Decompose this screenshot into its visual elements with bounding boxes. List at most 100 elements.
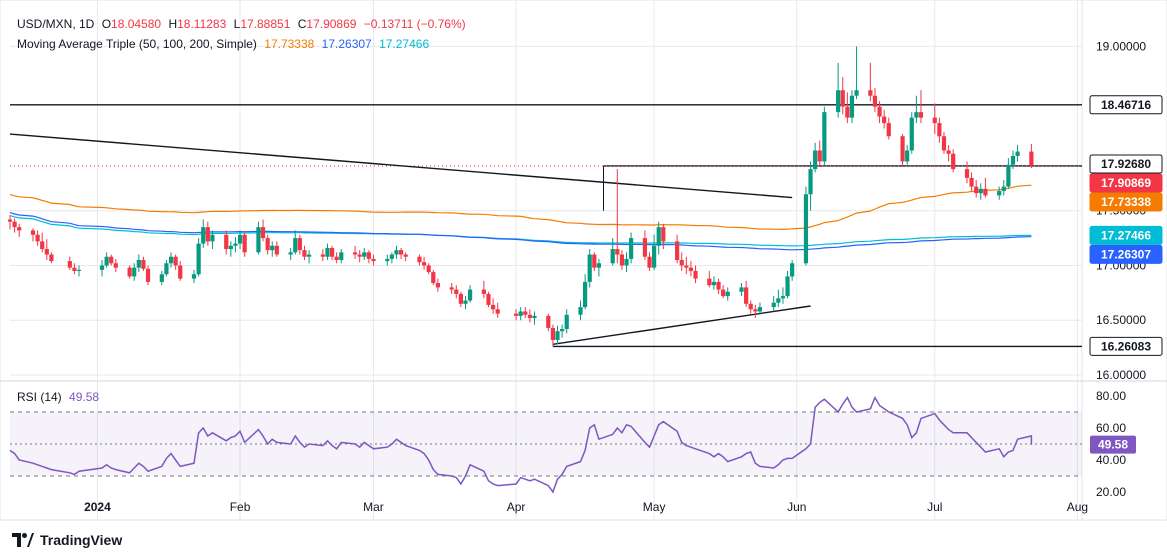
candle (490, 298, 496, 314)
candle (661, 223, 666, 250)
candle (385, 254, 390, 266)
x-tick-label: Aug (1067, 500, 1088, 514)
candle-body (629, 238, 634, 259)
candle-body (518, 311, 523, 316)
x-tick-label: Jul (927, 500, 942, 514)
y-tick-label: 16.50000 (1096, 313, 1146, 327)
candle (495, 302, 500, 319)
candle-body (836, 90, 841, 113)
candle (49, 252, 54, 264)
candle (72, 263, 77, 275)
candle (40, 232, 45, 253)
candle (914, 95, 919, 124)
rsi-y-tick-label: 80.00 (1096, 389, 1126, 403)
candle (293, 230, 298, 255)
price-tag-cyan: 17.27466 (1089, 225, 1163, 245)
candle (426, 263, 431, 275)
candle-body (578, 307, 583, 315)
candle (362, 247, 367, 260)
candle-body (757, 307, 763, 312)
drawing-lines[interactable] (9, 104, 1082, 348)
candle (836, 62, 841, 118)
candle-body (914, 112, 919, 118)
change-value: −0.13711 (−0.76%) (363, 17, 466, 31)
candle-body (260, 227, 266, 239)
x-tick-label: Feb (230, 500, 251, 514)
price-tag-blue: 17.26307 (1089, 244, 1163, 264)
candle-body (145, 268, 151, 282)
candle (849, 90, 855, 124)
candle (352, 245, 358, 259)
candle (260, 219, 266, 242)
candle-body (394, 250, 399, 255)
candle-body (486, 293, 491, 305)
candle-body (40, 241, 45, 250)
candle (366, 250, 371, 264)
trend-line[interactable] (9, 133, 793, 199)
candle (771, 296, 776, 312)
candle-body (675, 241, 680, 260)
ma-title[interactable]: Moving Average Triple (50, 100, 200, Sim… (17, 37, 257, 51)
candle-body (109, 256, 114, 264)
x-tick-label: Mar (363, 500, 384, 514)
price-tag-white: 16.26083 (1089, 336, 1163, 356)
candle-body (141, 260, 146, 269)
candle-body (619, 254, 625, 266)
candle (978, 183, 983, 200)
candle-body (233, 243, 238, 246)
candle (99, 260, 105, 277)
candle (721, 285, 726, 299)
candle (233, 237, 238, 253)
candle (684, 256, 689, 275)
axes: 2024FebMarAprMayJunJulAug19.0000017.5000… (84, 39, 1146, 514)
candle-body (951, 153, 956, 170)
price-tag-white: 18.46716 (1089, 95, 1163, 115)
candle (941, 131, 947, 154)
rsi-line (9, 395, 1033, 494)
candle (320, 249, 325, 262)
candle-body (587, 254, 592, 282)
candle-body (656, 227, 661, 246)
candle-body (615, 249, 620, 255)
candle-body (104, 256, 109, 266)
candle-body (458, 293, 463, 304)
brand-footer[interactable]: TradingView (12, 532, 122, 548)
candle-body (435, 283, 440, 288)
candle (481, 280, 486, 299)
candle (159, 270, 164, 286)
symbol-label[interactable]: USD/MXN, 1D (17, 17, 95, 31)
candle-body (329, 247, 335, 257)
brand-name: TradingView (40, 532, 123, 548)
candle-body (642, 238, 648, 257)
candle-body (1006, 164, 1011, 187)
candle (1010, 150, 1016, 170)
candle-body (909, 117, 914, 151)
candle-body (35, 234, 40, 242)
candle (610, 238, 615, 266)
candle (306, 250, 312, 264)
candle-body (72, 267, 77, 271)
trend-line[interactable] (552, 305, 811, 346)
ohlc-legend: USD/MXN, 1D O18.04580 H18.11283 L17.8885… (17, 17, 470, 31)
candle-body (191, 274, 197, 279)
candle-body (136, 260, 141, 268)
candle-body (983, 188, 988, 196)
candle-body (813, 150, 818, 170)
rsi-title[interactable]: RSI (14) (17, 390, 62, 404)
candle (909, 112, 914, 154)
candle-body (808, 169, 813, 195)
price-tag-orange: 17.73338 (1089, 192, 1163, 212)
candle (109, 254, 114, 266)
candle-body (237, 234, 243, 244)
candle-body (918, 112, 924, 118)
candle-body (467, 289, 473, 301)
candle (178, 261, 183, 281)
candle (270, 241, 275, 257)
candle-body (964, 169, 970, 178)
y-tick-label: 16.00000 (1096, 368, 1146, 382)
candle-body (306, 254, 312, 257)
candle-body (242, 234, 247, 253)
candle (974, 180, 979, 198)
candle (168, 252, 174, 268)
